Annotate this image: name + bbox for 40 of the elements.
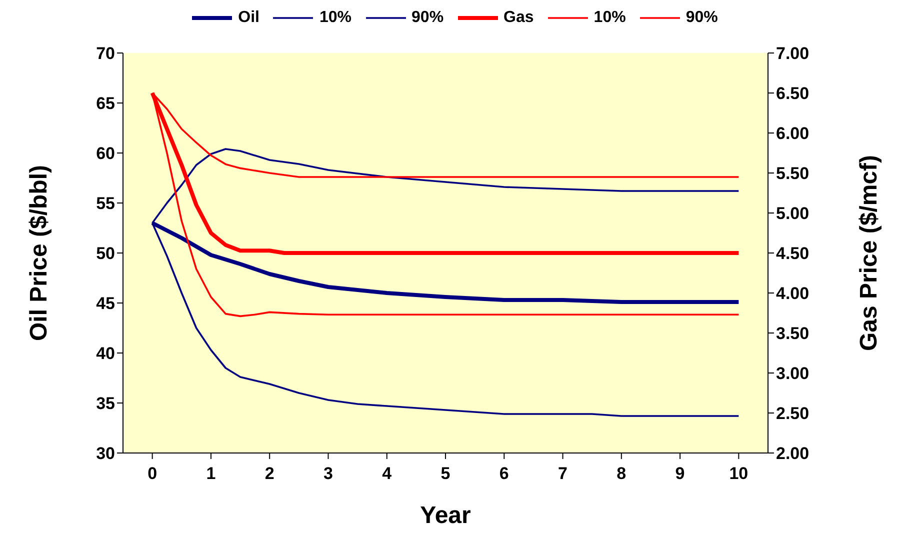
y-tick-label: 55 — [96, 194, 115, 214]
y2-tick-label: 5.50 — [776, 164, 810, 184]
legend-label: 90% — [686, 9, 718, 27]
x-tick-label: 4 — [382, 464, 392, 484]
x-tick-label: 8 — [616, 464, 626, 484]
y-tick-label: 60 — [96, 144, 115, 164]
y2-tick-label: 2.50 — [776, 404, 810, 424]
y2-tick-label: 4.50 — [776, 244, 810, 264]
y-tick-label: 65 — [96, 94, 115, 114]
y2-tick-label: 5.00 — [776, 204, 810, 224]
y-tick-label: 40 — [96, 344, 115, 364]
y2-tick-label: 2.00 — [776, 444, 810, 464]
y2-tick-label: 3.00 — [776, 364, 810, 384]
y2-axis-title: Gas Price ($/mcf) — [856, 154, 883, 352]
x-tick-label: 9 — [675, 464, 685, 484]
x-tick-label: 2 — [264, 464, 274, 484]
x-tick-label: 5 — [440, 464, 450, 484]
y2-tick-label: 7.00 — [776, 44, 810, 64]
y-tick-label: 45 — [96, 294, 115, 314]
y2-tick-label: 4.00 — [776, 284, 810, 304]
y-tick-label: 35 — [96, 394, 115, 414]
x-tick-label: 6 — [499, 464, 509, 484]
y2-tick-label: 3.50 — [776, 324, 810, 344]
y-axis-title: Oil Price ($/bbl) — [26, 164, 53, 342]
legend-label: 10% — [319, 9, 352, 27]
y2-tick-label: 6.00 — [776, 124, 810, 144]
x-axis-title: Year — [420, 502, 471, 529]
legend-label: Gas — [504, 9, 534, 27]
y-tick-label: 50 — [96, 244, 115, 264]
y2-tick-label: 6.50 — [776, 84, 810, 104]
x-tick-label: 0 — [148, 464, 158, 484]
legend-label: 90% — [412, 9, 444, 27]
x-tick-label: 7 — [558, 464, 568, 484]
y-tick-label: 70 — [96, 44, 115, 64]
x-tick-label: 10 — [729, 464, 748, 484]
legend-label: 10% — [594, 9, 626, 27]
legend-label: Oil — [238, 9, 260, 27]
y-tick-label: 30 — [96, 444, 115, 464]
x-tick-label: 1 — [206, 464, 216, 484]
x-tick-label: 3 — [323, 464, 333, 484]
